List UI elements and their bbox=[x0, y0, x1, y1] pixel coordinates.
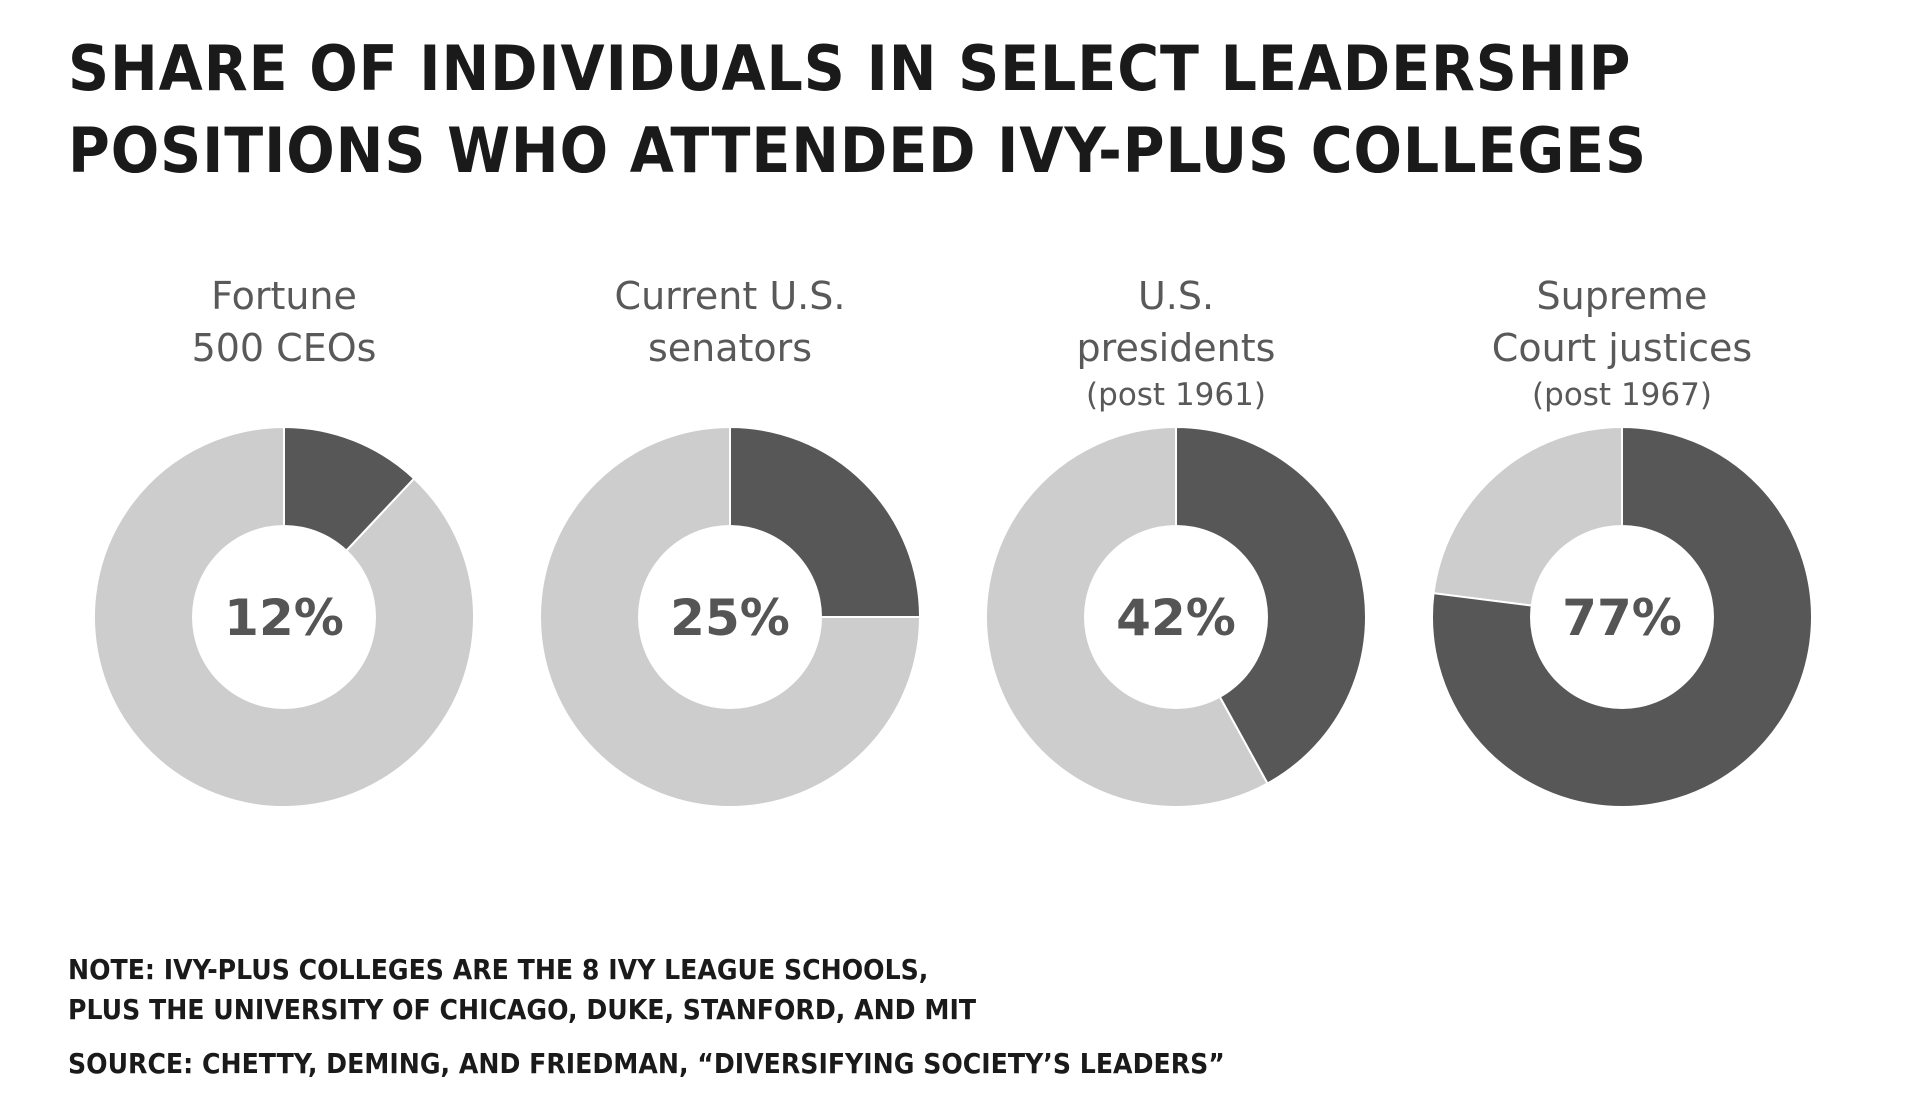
footnotes: Note: Ivy-Plus colleges are the 8 Ivy Le… bbox=[68, 950, 1568, 1084]
chart-label-2-line-2: senators bbox=[647, 326, 813, 370]
donut-value-label-3: 42% bbox=[1116, 589, 1236, 647]
chart-label-3-line-2: presidents bbox=[1076, 326, 1276, 370]
donut-hole-3 bbox=[1084, 525, 1268, 709]
note-line-2: plus the University of Chicago, Duke, St… bbox=[68, 993, 977, 1026]
donut-slice-ivy-plus-4 bbox=[1431, 425, 1813, 808]
source-line: Source: Chetty, Deming, and Friedman, “D… bbox=[68, 1047, 1225, 1080]
chart-label-1-line-1: Fortune bbox=[211, 274, 357, 318]
chart-sublabel-4: (post 1967) bbox=[1532, 377, 1712, 413]
chart-title: Share of individuals in select leadershi… bbox=[68, 28, 1848, 192]
chart-label-3: U.S. presidents (post 1961) bbox=[956, 270, 1396, 416]
donut-chart-3: 42% bbox=[985, 425, 1367, 808]
chart-title-line-1: Share of individuals in select leadershi… bbox=[68, 32, 1632, 105]
donut-chart-4: 77% bbox=[1431, 425, 1813, 808]
note-line-1: Note: Ivy-Plus colleges are the 8 Ivy Le… bbox=[68, 953, 929, 986]
chart-title-line-2: positions who attended Ivy-Plus colleges bbox=[68, 114, 1647, 187]
chart-label-4: Supreme Court justices (post 1967) bbox=[1402, 270, 1842, 416]
donut-value-label-1: 12% bbox=[224, 589, 344, 647]
chart-sublabel-3: (post 1961) bbox=[1086, 377, 1266, 413]
donut-chart-2: 25% bbox=[539, 425, 922, 808]
chart-label-3-line-1: U.S. bbox=[1137, 274, 1215, 318]
donut-hole-1 bbox=[192, 525, 376, 709]
chart-label-1-line-2: 500 CEOs bbox=[191, 326, 377, 370]
chart-label-1: Fortune 500 CEOs bbox=[64, 270, 504, 374]
chart-label-2-line-1: Current U.S. bbox=[614, 274, 846, 318]
donut-chart-1: 12% bbox=[92, 425, 475, 808]
chart-label-4-line-1: Supreme bbox=[1536, 274, 1708, 318]
donut-hole-4 bbox=[1530, 525, 1714, 709]
donut-value-label-2: 25% bbox=[670, 589, 790, 647]
chart-label-4-line-2: Court justices bbox=[1491, 326, 1753, 370]
chart-label-2: Current U.S. senators bbox=[510, 270, 950, 374]
donut-hole-2 bbox=[638, 525, 822, 709]
donut-value-label-4: 77% bbox=[1562, 589, 1682, 647]
